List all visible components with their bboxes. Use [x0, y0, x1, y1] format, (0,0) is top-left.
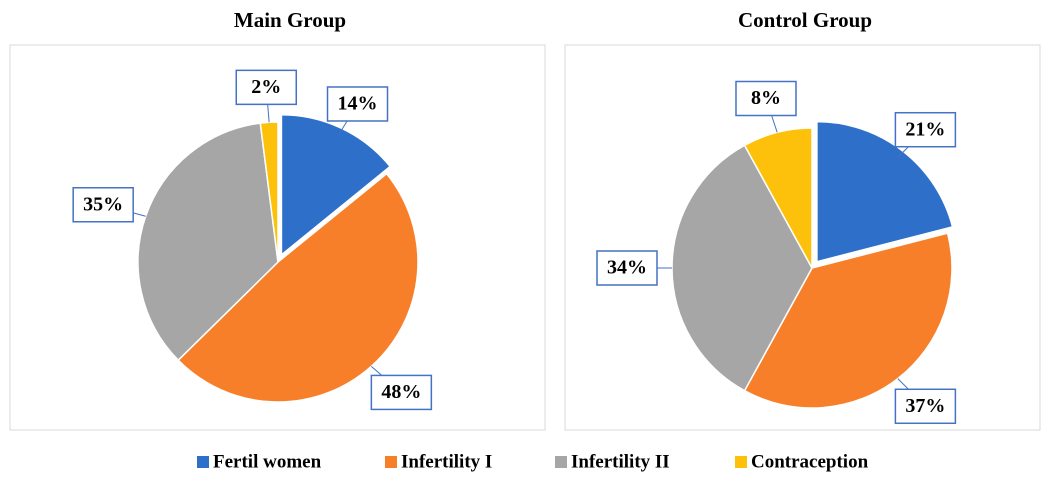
legend-label: Infertility II	[571, 451, 670, 472]
data-label: 48%	[381, 381, 421, 403]
label-box	[235, 69, 298, 106]
label-box	[72, 187, 134, 223]
legend-swatch	[555, 456, 567, 468]
legend-swatch	[735, 456, 747, 468]
pie-slice	[816, 120, 954, 263]
pie-slice	[177, 172, 419, 403]
label-box	[735, 80, 797, 117]
data-label: 35%	[83, 193, 123, 215]
pie-slice	[280, 114, 392, 257]
legend-label: Fertil women	[213, 451, 322, 472]
data-label: 2%	[251, 76, 281, 98]
data-label: 8%	[751, 87, 781, 109]
legend-label: Contraception	[751, 451, 869, 472]
label-box	[596, 250, 658, 286]
label-box	[894, 111, 957, 148]
data-label: 21%	[905, 118, 945, 140]
data-label: 37%	[905, 395, 945, 417]
chart-title: Control Group	[738, 8, 872, 32]
legend-swatch	[385, 456, 397, 468]
chart-title: Main Group	[234, 8, 346, 32]
label-box	[894, 388, 957, 425]
pie-slice	[137, 122, 279, 362]
legend-swatch	[197, 456, 209, 468]
data-label: 14%	[338, 93, 378, 115]
label-box	[326, 86, 389, 122]
legend-label: Infertility I	[401, 451, 492, 472]
data-label: 34%	[607, 257, 647, 279]
pie-slice	[671, 144, 813, 392]
label-box	[370, 374, 433, 411]
pie-slice	[743, 127, 813, 269]
